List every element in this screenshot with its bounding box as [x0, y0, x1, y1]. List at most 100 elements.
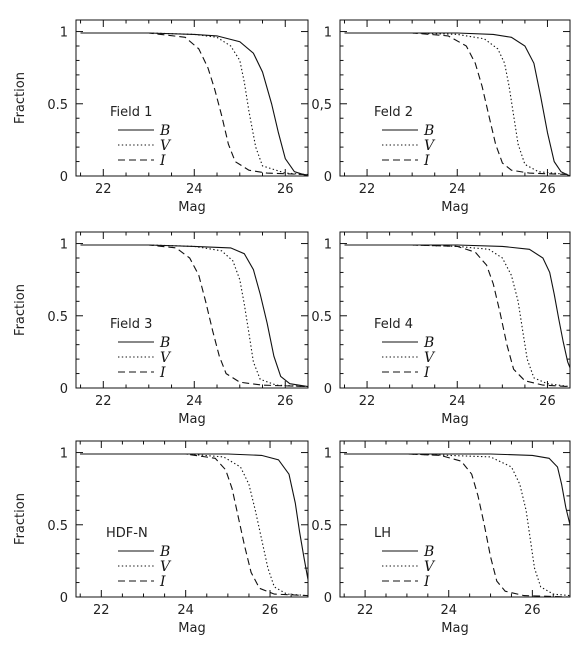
x-axis-label: Mag: [441, 621, 468, 636]
plot-frame: [75, 19, 309, 177]
legend-label-I: I: [423, 574, 430, 590]
y-tick-label: 0,5: [311, 98, 332, 113]
panel-1: 22 24 26 0 0.5 1 Mag Fraction Field 1 BVI: [13, 19, 309, 215]
series-line-B: [344, 453, 570, 525]
x-tick-label: 26: [539, 394, 556, 409]
x-axis-label: Mag: [178, 621, 205, 636]
legend-label-B: B: [159, 123, 170, 139]
x-tick-label: 24: [449, 182, 466, 197]
x-axis-label: Mag: [441, 412, 468, 427]
y-tick-label: 0.5: [47, 310, 68, 325]
x-tick-label: 26: [524, 603, 541, 618]
y-axis-label: Fraction: [13, 72, 28, 124]
legend-label-I: I: [423, 153, 430, 169]
plot-frame: [75, 440, 309, 598]
x-tick-label: 26: [539, 182, 556, 197]
legend-title: Field 3: [110, 317, 152, 332]
y-tick-label: 0.5: [311, 310, 332, 325]
y-axis-label: Fraction: [13, 493, 28, 545]
y-tick-label: 1: [324, 238, 332, 253]
x-tick-label: 26: [262, 603, 279, 618]
legend-label-V: V: [160, 350, 172, 366]
series-line-B: [80, 244, 308, 388]
series-line-B: [344, 32, 570, 176]
legend-label-V: V: [424, 559, 436, 575]
series-line-I: [80, 32, 308, 176]
plot-frame: [339, 440, 571, 598]
series-line-B: [80, 453, 308, 580]
y-tick-label: 1: [324, 26, 332, 41]
y-tick-label: 0: [324, 382, 332, 397]
y-axis-label: Fraction: [13, 284, 28, 336]
legend-label-B: B: [423, 123, 434, 139]
x-tick-label: 26: [277, 394, 294, 409]
series-line-B: [344, 244, 570, 369]
legend-label-B: B: [159, 544, 170, 560]
y-tick-label: 1: [60, 238, 68, 253]
series-line-V: [344, 453, 570, 597]
x-tick-label: 24: [186, 394, 203, 409]
x-axis-label: Mag: [178, 412, 205, 427]
x-tick-label: 22: [95, 394, 112, 409]
panel-3: 22 24 26 0 0.5 1 Mag Fraction Field 3 BVI: [13, 231, 309, 427]
legend-label-V: V: [160, 138, 172, 154]
x-tick-label: 22: [357, 603, 374, 618]
plot-frame: [339, 231, 571, 389]
x-tick-label: 22: [93, 603, 110, 618]
x-tick-label: 24: [186, 182, 203, 197]
legend-title: LH: [374, 526, 391, 541]
series-line-I: [80, 244, 308, 388]
y-tick-label: 0: [60, 170, 68, 185]
panel-2: 22 24 26 0 0,5 1 Mag Feld 2 BVI: [311, 19, 571, 215]
x-tick-label: 26: [277, 182, 294, 197]
series-line-I: [80, 453, 308, 597]
panel-4: 22 24 26 0 0.5 1 Mag Feld 4 BVI: [311, 231, 571, 427]
y-tick-label: 0: [324, 170, 332, 185]
y-tick-label: 0: [324, 591, 332, 606]
series-line-I: [344, 32, 570, 176]
series-line-V: [80, 32, 308, 176]
legend-label-I: I: [423, 365, 430, 381]
legend-label-B: B: [159, 335, 170, 351]
legend-label-B: B: [423, 544, 434, 560]
legend-label-I: I: [159, 365, 166, 381]
series-line-V: [80, 244, 308, 388]
legend-title: Field 1: [110, 105, 152, 120]
legend-label-V: V: [424, 138, 436, 154]
x-axis-label: Mag: [441, 200, 468, 215]
x-tick-label: 22: [95, 182, 112, 197]
legend-label-I: I: [159, 574, 166, 590]
series-line-V: [344, 244, 570, 388]
y-tick-label: 0.5: [47, 519, 68, 534]
x-tick-label: 24: [449, 394, 466, 409]
y-tick-label: 0.5: [311, 519, 332, 534]
legend-label-V: V: [160, 559, 172, 575]
series-line-V: [344, 32, 570, 176]
series-line-V: [80, 453, 308, 597]
series-line-I: [344, 244, 570, 388]
plot-frame: [75, 231, 309, 389]
x-tick-label: 22: [359, 182, 376, 197]
y-tick-label: 0: [60, 591, 68, 606]
x-tick-label: 24: [177, 603, 194, 618]
y-tick-label: 0: [60, 382, 68, 397]
y-tick-label: 0.5: [47, 98, 68, 113]
x-tick-label: 24: [440, 603, 457, 618]
x-tick-label: 22: [359, 394, 376, 409]
panel-5: 22 24 26 0 0.5 1 Mag Fraction HDF-N BVI: [13, 440, 309, 636]
y-tick-label: 1: [60, 447, 68, 462]
panel-6: 22 24 26 0 0.5 1 Mag LH BVI: [311, 440, 571, 636]
legend-title: Feld 4: [374, 317, 413, 332]
series-line-B: [80, 32, 308, 176]
plot-frame: [339, 19, 571, 177]
y-tick-label: 1: [60, 26, 68, 41]
legend-label-V: V: [424, 350, 436, 366]
legend-label-I: I: [159, 153, 166, 169]
series-line-I: [344, 453, 570, 597]
legend-title: HDF-N: [106, 526, 148, 541]
y-tick-label: 1: [324, 447, 332, 462]
legend-title: Feld 2: [374, 105, 413, 120]
legend-label-B: B: [423, 335, 434, 351]
x-axis-label: Mag: [178, 200, 205, 215]
